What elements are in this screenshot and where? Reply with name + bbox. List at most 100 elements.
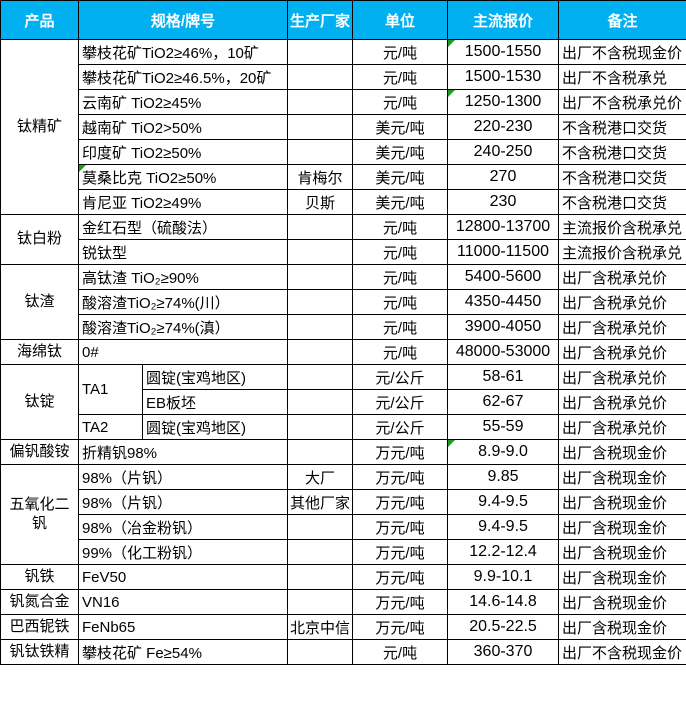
note-cell: 出厂含税承兑价 <box>558 414 686 440</box>
unit-cell: 元/吨 <box>352 264 449 290</box>
price-cell: 62-67 <box>447 389 560 415</box>
unit-cell: 万元/吨 <box>352 439 449 465</box>
table-row: 钛白粉 金红石型（硫酸法） 元/吨 12800-13700 主流报价含税承兑 <box>0 214 686 265</box>
unit-cell: 元/吨 <box>352 214 449 240</box>
column-header-maker: 生产厂家 <box>287 0 354 40</box>
spec-cell: 肯尼亚 TiO2≥49% <box>77 189 289 215</box>
grade-cell: TA1 <box>78 364 143 415</box>
note-cell: 出厂含税现金价 <box>558 539 686 565</box>
spec-cell: 0# <box>77 339 289 365</box>
maker-cell <box>287 214 354 240</box>
product-cell: 钒钛铁精 <box>0 639 79 665</box>
table-row: 酸溶渣TiO₂≥74%(滇） 元/吨 3900-4050 出厂含税承兑价 <box>1 314 686 340</box>
note-cell: 出厂含税承兑价 <box>558 364 686 390</box>
spec-cell: 攀枝花矿 Fe≥54% <box>77 639 289 665</box>
product-cell: 钛渣 <box>0 264 79 340</box>
table-row: 钛锭 TA1 圆锭(宝鸡地区) 元/公斤 58-61 出厂含税承兑价 <box>0 364 686 440</box>
unit-cell: 美元/吨 <box>352 139 449 165</box>
note-cell: 出厂含税承兑价 <box>558 289 686 315</box>
header-row: 产品 规格/牌号 生产厂家 单位 主流报价 备注 <box>0 0 686 40</box>
price-cell: 240-250 <box>447 139 560 165</box>
table-row: 钒钛铁精 攀枝花矿 Fe≥54% 元/吨 360-370 出厂不含税现金价 <box>0 639 686 665</box>
spec-cell: 折精钒98% <box>77 439 289 465</box>
maker-cell <box>287 139 354 165</box>
spec-cell: 98%（冶金粉钒） <box>77 514 289 540</box>
note-cell: 出厂含税承兑价 <box>558 314 686 340</box>
maker-cell <box>287 414 354 440</box>
note-cell: 出厂含税现金价 <box>558 439 686 465</box>
unit-cell: 美元/吨 <box>352 164 449 190</box>
price-cell: 220-230 <box>447 114 560 140</box>
table-row: 酸溶渣TiO₂≥74%(川） 元/吨 4350-4450 出厂含税承兑价 <box>1 289 686 315</box>
maker-cell <box>287 514 354 540</box>
table-row: 越南矿 TiO2>50% 美元/吨 220-230 不含税港口交货 <box>1 114 686 140</box>
note-cell: 出厂含税现金价 <box>558 589 686 615</box>
table-row: 印度矿 TiO2≥50% 美元/吨 240-250 不含税港口交货 <box>1 139 686 165</box>
unit-cell: 万元/吨 <box>352 539 449 565</box>
spec-cell: 99%（化工粉钒） <box>77 539 289 565</box>
note-cell: 不含税港口交货 <box>558 114 686 140</box>
table-row: 莫桑比克 TiO2≥50% 肯梅尔 美元/吨 270 不含税港口交货 <box>1 164 686 190</box>
note-cell: 出厂不含税承兑 <box>558 64 686 90</box>
product-cell: 钒铁 <box>0 564 79 590</box>
product-cell: 偏钒酸铵 <box>0 439 79 465</box>
note-cell: 主流报价含税承兑 <box>558 214 686 240</box>
column-header-note: 备注 <box>558 0 686 40</box>
note-cell: 出厂含税现金价 <box>558 514 686 540</box>
unit-cell: 美元/吨 <box>352 189 449 215</box>
spec-cell: VN16 <box>77 589 289 615</box>
maker-cell <box>287 89 354 115</box>
table-row: 99%（化工粉钒） 万元/吨 12.2-12.4 出厂含税现金价 <box>1 539 686 565</box>
spec-cell: 锐钛型 <box>77 239 289 265</box>
maker-cell: 肯梅尔 <box>287 164 354 190</box>
product-cell: 五氧化二钒 <box>0 464 79 565</box>
price-cell: 12.2-12.4 <box>447 539 560 565</box>
grade-cell: TA2 <box>78 414 143 440</box>
table-row: TA2 圆锭(宝鸡地区) 元/公斤 55-59 出厂含税承兑价 <box>1 414 686 440</box>
maker-cell: 北京中信 <box>287 614 354 640</box>
spec-cell: 98%（片钒） <box>77 464 289 490</box>
table-row: 云南矿 TiO2≥45% 元/吨 1250-1300 出厂不含税承兑价 <box>1 89 686 115</box>
spec-cell: FeNb65 <box>77 614 289 640</box>
product-cell: 钛精矿 <box>0 39 79 215</box>
spec-cell: 印度矿 TiO2≥50% <box>77 139 289 165</box>
price-cell: 1500-1550 <box>447 39 560 65</box>
maker-cell <box>287 639 354 665</box>
spec-cell: 酸溶渣TiO₂≥74%(川） <box>77 289 289 315</box>
column-header-product: 产品 <box>0 0 79 40</box>
unit-cell: 元/吨 <box>352 639 449 665</box>
table-row: 钒氮合金 VN16 万元/吨 14.6-14.8 出厂含税现金价 <box>0 589 686 615</box>
note-cell: 出厂不含税承兑价 <box>558 89 686 115</box>
table-row: 海绵钛 0# 元/吨 48000-53000 出厂含税承兑价 <box>0 339 686 365</box>
unit-cell: 万元/吨 <box>352 589 449 615</box>
note-cell: 出厂含税现金价 <box>558 489 686 515</box>
unit-cell: 元/吨 <box>352 239 449 265</box>
spec-cell: 圆锭(宝鸡地区) <box>141 364 289 390</box>
product-cell: 海绵钛 <box>0 339 79 365</box>
maker-cell <box>287 364 354 390</box>
unit-cell: 元/吨 <box>352 39 449 65</box>
spec-cell: 攀枝花矿TiO2≥46%，10矿 <box>77 39 289 65</box>
price-cell: 9.4-9.5 <box>447 489 560 515</box>
price-cell: 1250-1300 <box>447 89 560 115</box>
price-cell: 3900-4050 <box>447 314 560 340</box>
unit-cell: 元/吨 <box>352 64 449 90</box>
maker-cell: 其他厂家 <box>287 489 354 515</box>
price-cell: 9.4-9.5 <box>447 514 560 540</box>
unit-cell: 元/公斤 <box>352 414 449 440</box>
spec-cell: 攀枝花矿TiO2≥46.5%，20矿 <box>77 64 289 90</box>
price-cell: 20.5-22.5 <box>447 614 560 640</box>
column-header-spec: 规格/牌号 <box>77 0 289 40</box>
price-cell: 230 <box>447 189 560 215</box>
spec-cell: 高钛渣 TiO₂≥90% <box>77 264 289 290</box>
comment-indicator-icon <box>79 165 86 172</box>
maker-cell <box>287 539 354 565</box>
note-cell: 出厂不含税现金价 <box>558 39 686 65</box>
price-cell: 12800-13700 <box>447 214 560 240</box>
note-cell: 出厂含税承兑价 <box>558 264 686 290</box>
price-cell: 14.6-14.8 <box>447 589 560 615</box>
maker-cell <box>287 114 354 140</box>
unit-cell: 元/吨 <box>352 289 449 315</box>
price-cell: 9.9-10.1 <box>447 564 560 590</box>
spec-cell: 酸溶渣TiO₂≥74%(滇） <box>77 314 289 340</box>
